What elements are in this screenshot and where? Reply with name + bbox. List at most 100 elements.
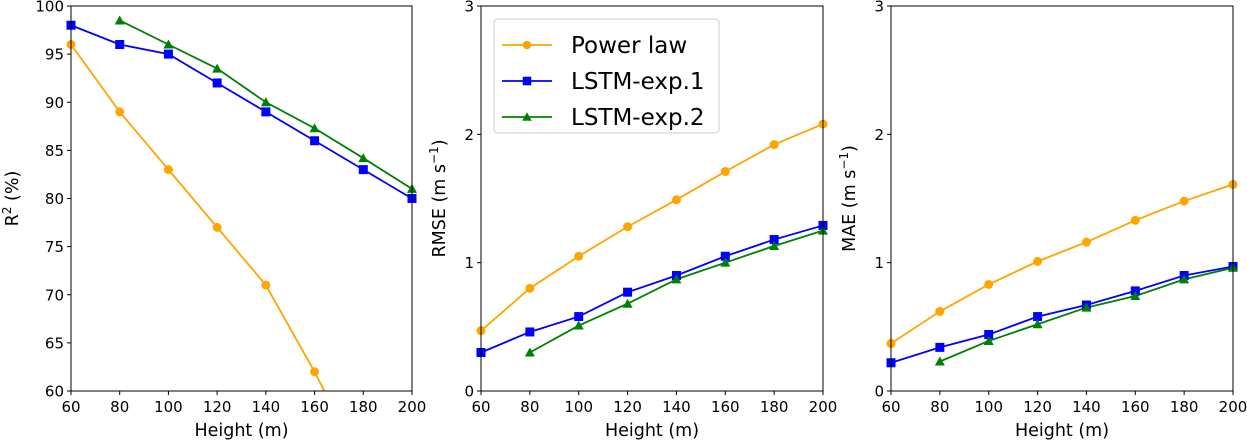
data-point-power-law bbox=[769, 140, 779, 150]
data-point-lstm-exp2 bbox=[720, 257, 731, 267]
y-tick-label: 2 bbox=[874, 126, 884, 144]
legend-label: Power law bbox=[571, 33, 687, 59]
data-point-lstm-exp1 bbox=[623, 287, 633, 297]
x-tick-label: 180 bbox=[760, 398, 789, 416]
y-axis-label-base: RMSE (m s bbox=[430, 164, 450, 258]
data-point-lstm-exp1 bbox=[1033, 312, 1043, 322]
data-point-lstm-exp2 bbox=[358, 153, 369, 163]
data-point-power-law bbox=[623, 222, 633, 232]
y-tick-label: 0 bbox=[874, 383, 884, 401]
data-point-lstm-exp1 bbox=[769, 235, 779, 245]
x-tick-label: 140 bbox=[252, 398, 281, 416]
data-point-lstm-exp2 bbox=[573, 320, 584, 330]
y-tick-label: 0 bbox=[464, 383, 474, 401]
x-tick-label: 160 bbox=[300, 398, 329, 416]
x-axis-label: Height (m) bbox=[194, 421, 288, 440]
data-point-lstm-exp1 bbox=[212, 78, 222, 88]
axes-frame bbox=[480, 5, 824, 392]
y-axis-label-sup: −1 bbox=[837, 152, 851, 170]
x-tick-label: 60 bbox=[61, 398, 80, 416]
data-point-lstm-exp2 bbox=[163, 39, 174, 49]
x-tick-label: 100 bbox=[974, 398, 1003, 416]
series-line-power-law bbox=[481, 123, 823, 332]
x-tick-label: 120 bbox=[613, 398, 642, 416]
y-tick-label: 3 bbox=[464, 0, 474, 16]
y-axis-label: MAE (m s−1) bbox=[837, 145, 860, 252]
y-tick-label: 2 bbox=[464, 126, 474, 144]
data-point-power-law bbox=[1130, 215, 1140, 225]
data-point-power-law bbox=[984, 279, 994, 289]
y-axis-label-rest: (%) bbox=[3, 171, 23, 207]
legend-marker-icon bbox=[522, 112, 532, 121]
data-point-lstm-exp2 bbox=[622, 298, 633, 308]
x-tick-label: 180 bbox=[1170, 398, 1199, 416]
data-point-lstm-exp2 bbox=[114, 15, 125, 25]
data-point-power-law bbox=[1033, 256, 1043, 266]
panel-r2: 60 80 100 120 140 160 180 200 60 65 70 75 80 85 90 95 10… bbox=[0, 0, 426, 440]
data-point-lstm-exp2 bbox=[1130, 291, 1141, 301]
y-axis-label-rest: ) bbox=[430, 139, 450, 146]
y-axis-label: R2 (%) bbox=[0, 171, 23, 227]
data-point-power-law bbox=[720, 167, 730, 177]
legend-label: LSTM-exp.1 bbox=[571, 69, 705, 95]
x-tick-label: 100 bbox=[154, 398, 183, 416]
data-point-power-law bbox=[1179, 196, 1189, 206]
x-tick-label: 200 bbox=[809, 398, 838, 416]
legend-marker-icon bbox=[522, 76, 532, 86]
markers bbox=[886, 179, 1238, 368]
x-tick-label: 160 bbox=[711, 398, 740, 416]
y-tick-label: 1 bbox=[874, 254, 884, 272]
x-tick-label: 140 bbox=[662, 398, 691, 416]
markers bbox=[66, 15, 417, 377]
y-tick-label: 65 bbox=[45, 334, 64, 352]
legend-item-lstm-exp2: LSTM-exp.2 bbox=[502, 105, 705, 131]
series-line-lstm-exp2 bbox=[529, 229, 823, 354]
series-line-lstm-exp1 bbox=[891, 265, 1233, 364]
y-axis-label-base: R bbox=[3, 214, 23, 226]
y-tick-label: 1 bbox=[464, 254, 474, 272]
x-axis-label: Height (m) bbox=[605, 421, 699, 440]
y-tick-label: 85 bbox=[45, 142, 64, 160]
data-point-lstm-exp2 bbox=[1179, 274, 1190, 284]
series-line-power-law bbox=[71, 43, 326, 391]
axes-frame bbox=[70, 5, 413, 392]
x-tick-label: 60 bbox=[471, 398, 490, 416]
data-point-power-law bbox=[163, 165, 173, 175]
data-point-power-law bbox=[261, 280, 271, 290]
y-axis-label-base: MAE (m s bbox=[840, 170, 860, 252]
legend-marker-icon bbox=[522, 40, 532, 50]
x-tick-label: 100 bbox=[564, 398, 593, 416]
panel-rmse: 60 80 100 120 140 160 180 200 0 1 2 3 Height (m) RMSE… bbox=[427, 0, 837, 440]
data-point-lstm-exp1 bbox=[525, 327, 535, 337]
data-point-power-law bbox=[525, 283, 535, 293]
data-point-lstm-exp2 bbox=[309, 123, 320, 133]
legend-item-lstm-exp1: LSTM-exp.1 bbox=[502, 69, 705, 95]
data-point-power-law bbox=[310, 367, 320, 377]
x-tick-label: 80 bbox=[930, 398, 949, 416]
y-tick-label: 80 bbox=[45, 190, 64, 208]
y-tick-label: 60 bbox=[45, 383, 64, 401]
legend-item-power-law: Power law bbox=[502, 33, 687, 59]
x-tick-label: 80 bbox=[520, 398, 539, 416]
data-point-lstm-exp2 bbox=[769, 240, 780, 250]
legend-box bbox=[493, 18, 720, 134]
data-point-lstm-exp2 bbox=[934, 356, 945, 366]
y-axis-label-sup: −1 bbox=[427, 146, 441, 164]
series-line-lstm-exp2 bbox=[939, 266, 1233, 363]
data-point-lstm-exp2 bbox=[671, 274, 682, 284]
y-tick-label: 95 bbox=[45, 46, 64, 64]
data-point-power-law bbox=[671, 195, 681, 205]
x-tick-label: 180 bbox=[349, 398, 378, 416]
x-tick-label: 60 bbox=[881, 398, 900, 416]
x-tick-label: 80 bbox=[110, 398, 129, 416]
data-point-power-law bbox=[935, 306, 945, 316]
data-point-power-law bbox=[574, 251, 584, 261]
data-point-lstm-exp2 bbox=[1032, 319, 1043, 329]
data-point-lstm-exp2 bbox=[1081, 302, 1092, 312]
x-tick-label: 160 bbox=[1121, 398, 1150, 416]
series-line-lstm-exp1 bbox=[481, 224, 823, 354]
y-tick-label: 100 bbox=[35, 0, 64, 16]
x-tick-label: 140 bbox=[1072, 398, 1101, 416]
x-axis-label: Height (m) bbox=[1015, 421, 1109, 440]
axes-frame bbox=[890, 5, 1234, 392]
